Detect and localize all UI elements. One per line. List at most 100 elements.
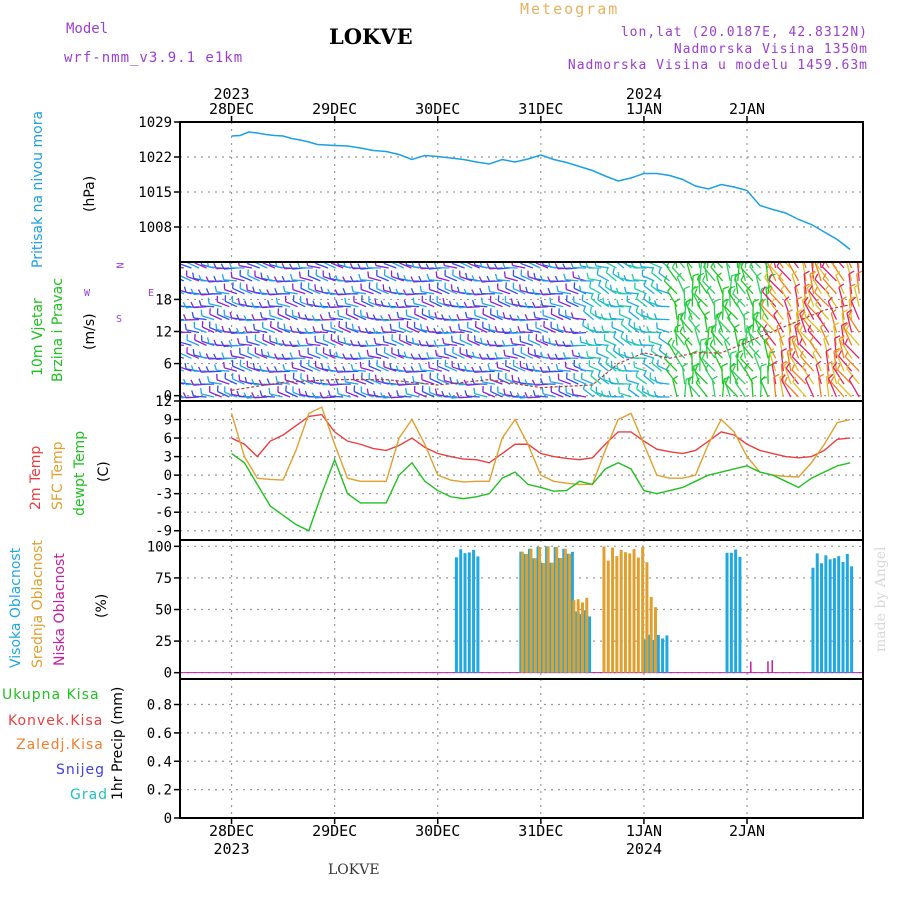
wind-barb [247,352,260,359]
wind-barb [573,317,587,321]
wind-barb-flag [671,262,676,269]
cloud-bar-srednja-oblacnost [628,553,632,673]
wind-barb-flag [327,301,331,308]
wind-barb-flag [244,376,248,383]
cloud-bar-srednja-oblacnost [649,596,653,673]
wind-barb-flag [426,352,430,359]
day-label-bottom: 29DEC [312,822,357,840]
wind-barb [736,353,739,372]
wind-barb-flag [826,373,832,378]
wind-barb-flag [493,263,498,270]
wind-barb [557,290,571,295]
wind-barb-flag [349,275,354,282]
wind-barb-flag [306,298,309,305]
wind-barb-flag [605,357,609,364]
wind-barb-flag [747,323,754,329]
wind-barb-flag [509,390,513,398]
wind-barb-flag [456,302,460,309]
wind-barb [799,355,815,372]
wind-barb [847,315,860,333]
cloud-bar-srednja-oblacnost [611,547,615,673]
wind-barb-flag [587,323,590,330]
wind-barb [322,383,336,386]
wind-barb [284,267,298,270]
wind-barb [240,365,253,372]
wind-barb-flag [463,301,468,308]
wind-barb [520,262,534,269]
wind-barb [649,340,663,347]
wind-barb-flag [694,323,700,329]
wind-barb-flag [450,284,453,291]
panel-border [179,678,864,819]
wind-barb-flag [402,289,407,296]
wind-barb-flag [198,300,202,307]
wind-barb [791,369,807,385]
wind-barb-flag [525,286,529,293]
wind-barb-flag [585,262,589,269]
wind-barb-flag [182,392,187,399]
wind-barb [671,267,686,282]
wind-barb [780,351,784,372]
legend-snow: Snijeg [56,762,106,778]
wind-barb-flag [501,327,506,334]
wind-barb-flag [235,327,240,334]
wind-barb [611,326,625,334]
wind-barb [421,301,435,308]
wind-barb [737,262,740,281]
wind-barb [726,263,731,282]
wind-barb [444,288,458,295]
cloud-bar-visoka-oblacnost [832,558,836,673]
wind-barb-flag [176,315,179,320]
wind-barb-flag [190,379,195,386]
wind-barb [712,262,716,269]
wind-barb [489,290,503,295]
wind-barb-flag [706,285,712,291]
wind-barb-flag [259,390,263,397]
wind-barb-flag [494,352,498,359]
wind-barb-flag [349,353,354,360]
wind-barb [497,391,511,398]
wind-barb [467,262,481,269]
wind-barb-flag [701,275,706,282]
wind-barb [618,304,632,308]
wind-barb-flag [740,262,745,268]
wind-barb-flag [402,366,407,373]
wind-barb-flag [335,299,339,307]
wind-barb [723,341,731,359]
wind-barb-flag [541,387,544,394]
wind-barb [605,272,617,282]
wind-barb-flag [848,374,854,381]
wind-barb [345,302,359,308]
wind-barb-flag [206,337,210,344]
wind-barb [840,341,853,359]
wind-barb [520,274,534,282]
wind-barb-flag [251,301,255,308]
wind-barb [794,286,800,307]
wind-barb [232,287,245,295]
wind-barb [284,280,298,283]
wind-barb [466,395,480,398]
wind-barb [383,331,397,334]
wind-barb [330,327,344,334]
cloud-bar-srednja-oblacnost [572,600,576,673]
cloud-bar-srednja-oblacnost [585,597,589,673]
wind-barb-flag [533,272,536,279]
wind-barb-flag [704,363,710,370]
wind-barb-flag [532,390,536,397]
wind-barb-flag [779,373,786,378]
wind-barb [475,326,488,334]
wind-barb [795,299,800,320]
wind-barb [580,290,594,295]
wind-barb [368,355,382,359]
wind-barb-flag [822,273,827,280]
wind-barb-flag [471,289,475,296]
wind-barb [803,286,807,307]
wind-barb-flag [412,297,415,304]
wind-barb [520,340,534,347]
wind-barb [583,388,594,398]
wind-barb [368,301,382,308]
wind-barb [180,368,185,372]
wind-barb [208,381,222,385]
wind-barb-flag [830,376,835,383]
wind-barb-flag [786,347,793,353]
